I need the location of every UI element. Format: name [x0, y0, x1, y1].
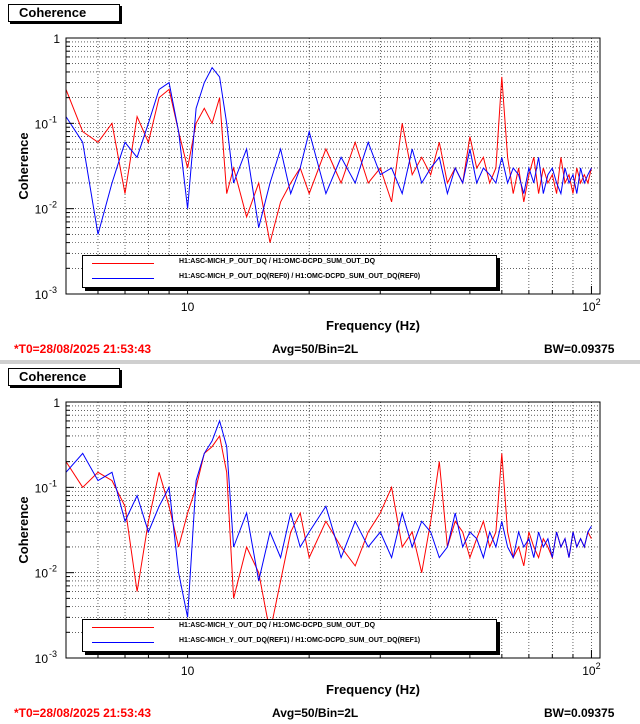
- y-tick-label: 10: [35, 567, 49, 581]
- panel-separator: [0, 360, 640, 364]
- x-tick-label: 102: [582, 297, 600, 314]
- plot-frame: [65, 37, 601, 295]
- y-tick-label: 10: [35, 288, 49, 302]
- x-axis-label: Frequency (Hz): [326, 682, 420, 697]
- y-tick-label: 10: [35, 652, 49, 666]
- y-tick-label: 1: [53, 396, 60, 410]
- y-axis-label: Coherence: [16, 132, 31, 199]
- x-axis-label: Frequency (Hz): [326, 318, 420, 333]
- legend-label: H1:ASC-MICH_P_OUT_DQ / H1:OMC-DCPD_SUM_O…: [179, 258, 376, 265]
- legend: H1:ASC-MICH_P_OUT_DQ / H1:OMC-DCPD_SUM_O…: [82, 255, 497, 288]
- legend-entry: H1:ASC-MICH_Y_OUT_DQ / H1:OMC-DCPD_SUM_O…: [83, 621, 496, 635]
- y-tick-exponent: -2: [49, 200, 57, 210]
- panel-title-tab[interactable]: Coherence: [8, 4, 120, 22]
- legend-label: H1:ASC-MICH_Y_OUT_DQ / H1:OMC-DCPD_SUM_O…: [179, 622, 376, 629]
- panel-title-tab[interactable]: Coherence: [8, 368, 120, 386]
- x-tick-label: 102: [582, 661, 600, 678]
- plot-frame: [65, 401, 601, 659]
- legend-entry: H1:ASC-MICH_Y_OUT_DQ(REF1) / H1:OMC-DCPD…: [83, 636, 496, 650]
- y-tick-exponent: -3: [49, 649, 57, 659]
- x-tick-exponent: 2: [596, 661, 601, 671]
- bandwidth-info: BW=0.09375: [544, 706, 615, 720]
- averaging-info: Avg=50/Bin=2L: [272, 706, 359, 720]
- x-tick-label: 10: [181, 664, 195, 678]
- bandwidth-info: BW=0.09375: [544, 342, 615, 356]
- x-tick-exponent: 2: [596, 297, 601, 307]
- y-tick-exponent: -2: [49, 564, 57, 574]
- legend-line-blue: [92, 278, 154, 279]
- legend-entry: H1:ASC-MICH_P_OUT_DQ / H1:OMC-DCPD_SUM_O…: [83, 257, 496, 271]
- legend-line-red: [92, 263, 154, 264]
- y-axis-label: Coherence: [16, 496, 31, 563]
- legend-label: H1:ASC-MICH_P_OUT_DQ(REF0) / H1:OMC-DCPD…: [179, 273, 421, 280]
- series-line-red: [65, 434, 592, 633]
- coherence-panel-bottom: 10 102 10 -3 10 -2 10 -1 1 Frequency (Hz) Coherenc…: [0, 364, 640, 724]
- y-tick-label: 1: [53, 32, 60, 46]
- series-line-blue: [65, 419, 592, 618]
- legend-line-red: [92, 627, 154, 628]
- y-tick-exponent: -1: [49, 114, 57, 124]
- y-tick-label: 10: [35, 203, 49, 217]
- t0-timestamp: *T0=28/08/2025 21:53:43: [14, 706, 152, 720]
- series-line-blue: [65, 66, 592, 235]
- legend-line-blue: [92, 642, 154, 643]
- coherence-panel-top: 10 102 10 -3 10 -2 10 -1 1 Frequency (Hz) Coherenc…: [0, 0, 640, 360]
- x-tick-label: 10: [181, 300, 195, 314]
- y-tick-exponent: -1: [49, 478, 57, 488]
- legend-entry: H1:ASC-MICH_P_OUT_DQ(REF0) / H1:OMC-DCPD…: [83, 272, 496, 286]
- t0-timestamp: *T0=28/08/2025 21:53:43: [14, 342, 152, 356]
- y-tick-exponent: -3: [49, 285, 57, 295]
- y-tick-label: 10: [35, 117, 49, 131]
- averaging-info: Avg=50/Bin=2L: [272, 342, 359, 356]
- y-tick-label: 10: [35, 481, 49, 495]
- legend-label: H1:ASC-MICH_Y_OUT_DQ(REF1) / H1:OMC-DCPD…: [179, 637, 421, 644]
- legend: H1:ASC-MICH_Y_OUT_DQ / H1:OMC-DCPD_SUM_O…: [82, 619, 497, 652]
